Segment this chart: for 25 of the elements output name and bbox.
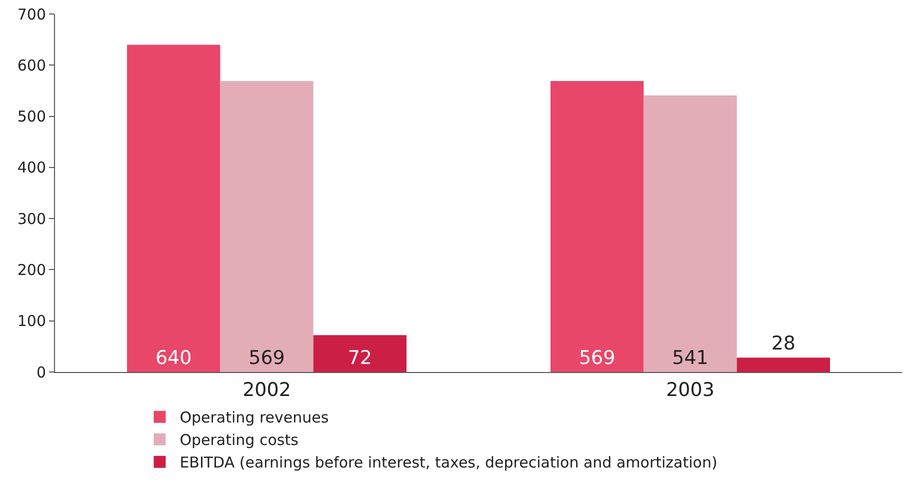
bar: [644, 95, 737, 372]
bar: [736, 358, 830, 372]
y-tick-label: 300: [17, 210, 46, 228]
data-label: 569: [248, 347, 285, 369]
bar: [550, 81, 644, 372]
legend-label: EBITDA (earnings before interest, taxes, depreciation and amortization): [180, 454, 718, 472]
x-tick-label: 2002: [242, 378, 291, 401]
bar: [313, 335, 407, 372]
y-tick-label: 600: [17, 56, 46, 74]
bar: [127, 44, 220, 372]
y-tick-label: 400: [17, 158, 46, 177]
y-tick-label: 700: [17, 5, 46, 24]
bar: [220, 81, 314, 372]
y-tick-label: 0: [36, 363, 46, 382]
legend-label: Operating revenues: [180, 408, 329, 427]
y-tick-label: 500: [17, 108, 46, 126]
x-tick-label: 2003: [666, 378, 714, 401]
legend-label: Operating costs: [180, 431, 299, 450]
y-tick-label: 200: [17, 260, 46, 279]
data-label: 569: [578, 347, 616, 369]
y-tick-label: 100: [17, 312, 46, 330]
data-label: 541: [672, 347, 708, 369]
data-label: 640: [155, 347, 192, 369]
data-label: 72: [348, 347, 372, 369]
data-label: 28: [771, 332, 796, 355]
